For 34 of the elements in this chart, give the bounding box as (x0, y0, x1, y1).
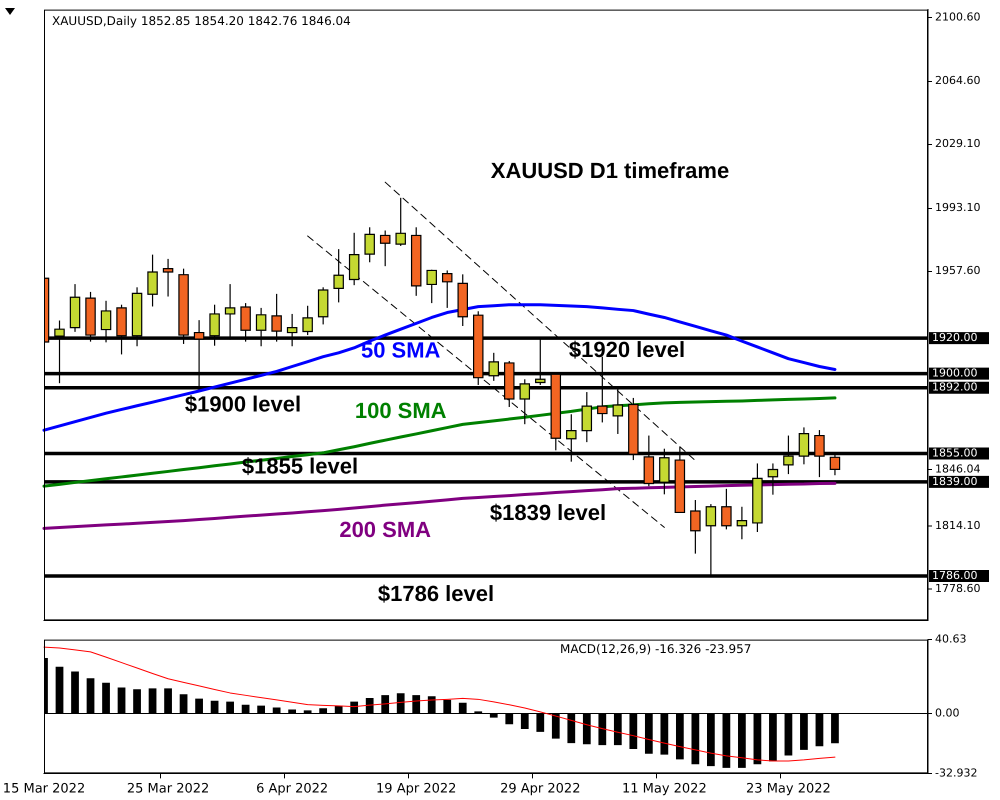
y-tick-label: 1957.60 (935, 264, 980, 278)
x-tick-label: 25 Mar 2022 (126, 782, 210, 797)
series-label: 200 SMA (339, 517, 432, 542)
y-tick-label: 2064.60 (935, 74, 980, 88)
ref-line-label: 1892.00 (932, 380, 978, 394)
y-tick-label: 1814.10 (935, 518, 980, 532)
x-tick-label: 19 Apr 2022 (376, 782, 456, 797)
x-tick-label: 29 Apr 2022 (500, 782, 580, 797)
x-tick-label: 15 Mar 2022 (2, 782, 86, 797)
x-tick-label: 11 May 2022 (622, 782, 707, 797)
ref-line-label: 1786.00 (932, 568, 978, 582)
ref-line-label: 1855.00 (932, 446, 978, 460)
ref-line-label: 1900.00 (932, 366, 978, 380)
y-tick-label: 2100.60 (935, 10, 980, 24)
y-tick-label: 2029.10 (935, 137, 980, 150)
x-tick-label: 23 May 2022 (746, 782, 831, 797)
annotation: $1786 level (378, 581, 494, 606)
ref-line-label: 1839.00 (932, 474, 978, 488)
annotation: XAUUSD D1 timeframe (490, 158, 730, 184)
series-label: 100 SMA (354, 398, 447, 424)
y-tick-label: 1993.10 (935, 201, 980, 214)
annotation: $1900 level (184, 392, 302, 417)
y-tick-label: -32.932 (935, 766, 978, 780)
y-tick-label: 1846.04 (935, 462, 980, 476)
annotation: $1920 level (568, 337, 686, 362)
annotation: $1839 level (490, 500, 606, 525)
y-tick-label: 1778.60 (935, 582, 980, 596)
chart-title: XAUUSD,Daily 1852.85 1854.20 1842.76 1846.04 (52, 14, 351, 28)
x-tick-label: 6 Apr 2022 (256, 782, 328, 797)
y-tick-label: 40.63 (935, 632, 966, 646)
ref-line-label: 1920.00 (932, 330, 978, 344)
annotation: $1855 level (242, 454, 358, 479)
y-tick-label: 0.00 (935, 706, 960, 720)
chart-title: MACD(12,26,9) -16.326 -23.957 (560, 642, 752, 656)
